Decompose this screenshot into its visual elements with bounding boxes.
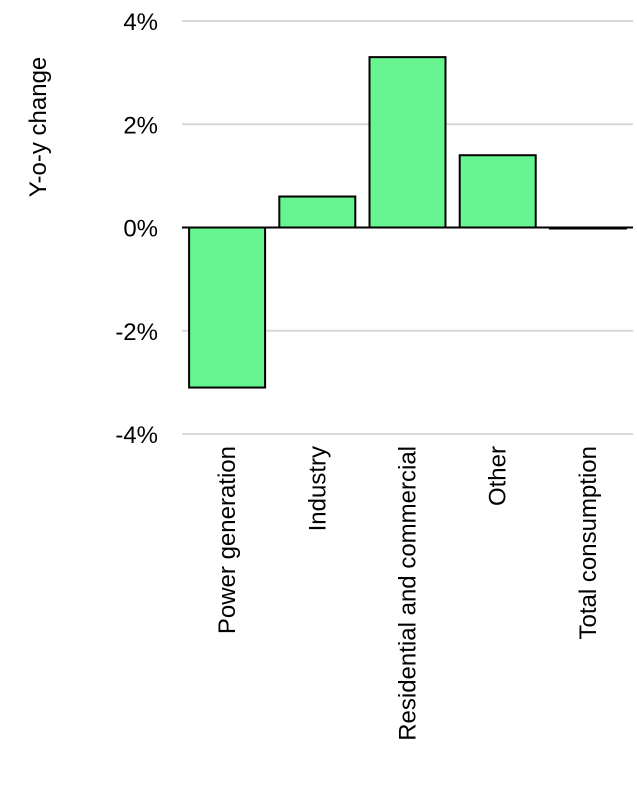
y-axis-ticks: 4% 2% 0% -2% -4% — [115, 9, 158, 449]
y-tick-label: -2% — [115, 319, 158, 346]
bars — [188, 56, 627, 389]
y-axis-title: Y-o-y change — [25, 57, 52, 198]
x-category-label: Industry — [304, 446, 331, 531]
y-tick-label: 4% — [123, 9, 158, 36]
x-category-label: Power generation — [214, 446, 241, 634]
bar — [368, 56, 447, 229]
bar — [458, 154, 537, 229]
bar — [278, 195, 357, 229]
x-category-label: Residential and commercial — [395, 446, 422, 741]
y-tick-label: 2% — [123, 112, 158, 139]
bar — [188, 226, 267, 389]
x-axis-labels: Power generation Industry Residential and … — [214, 446, 602, 741]
y-tick-label: -4% — [115, 422, 158, 449]
x-category-label: Total consumption — [575, 446, 602, 639]
y-tick-label: 0% — [123, 216, 158, 243]
x-category-label: Other — [485, 446, 512, 506]
